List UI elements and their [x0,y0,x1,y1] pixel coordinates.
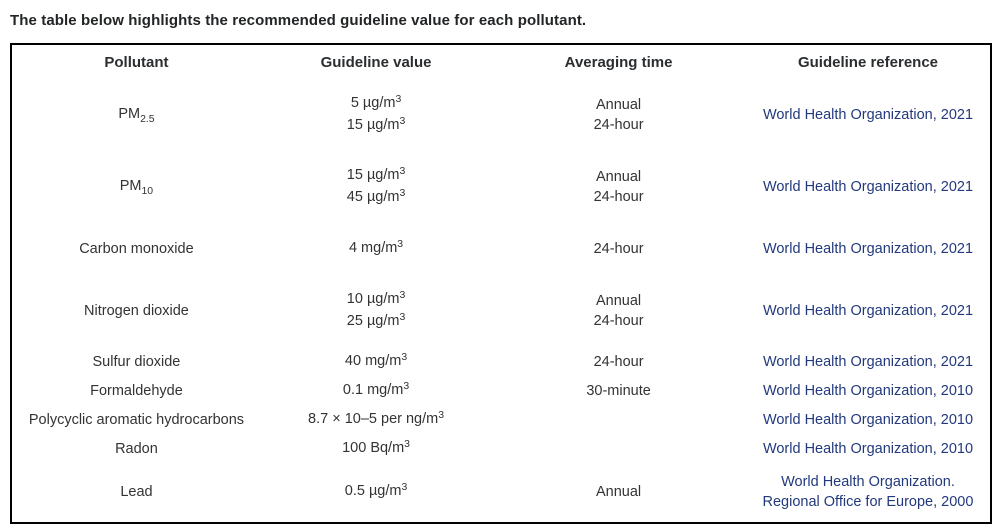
guideline-value-line: 45 µg/m3 [346,188,406,205]
reference-link[interactable]: World Health Organization, 2021 [762,179,974,195]
averaging-time-line: 24-hour [593,189,644,205]
table-row-nitrogen-dioxide: Nitrogen dioxide 10 µg/m3 25 µg/m3 Annua… [11,275,991,347]
averaging-time-line: 24-hour [593,241,644,257]
averaging-time-line: Annual [596,293,642,309]
guideline-value-line: 8.7 × 10–5 per ng/m3 [308,409,445,427]
cubed-superscript: 3 [397,239,404,251]
guideline-value-cell: 0.1 mg/m3 [261,376,491,405]
table-row-formaldehyde: Formaldehyde 0.1 mg/m3 30-minute World H… [11,376,991,405]
guideline-reference-cell: World Health Organization, 2021 [746,79,991,151]
guideline-value-cell: 4 mg/m3 [261,223,491,275]
guideline-value-cell: 40 mg/m3 [261,347,491,376]
reference-link[interactable]: World Health Organization, 2010 [762,411,974,428]
averaging-time-cell: 24-hour [491,223,746,275]
cubed-superscript: 3 [404,438,410,450]
guideline-value-cell: 0.5 µg/m3 [261,463,491,523]
guideline-reference-cell: World Health Organization, 2021 [746,275,991,347]
averaging-time-cell: 30-minute [491,376,746,405]
pollutant-cell: PM10 [119,178,154,197]
averaging-time-line: 24-hour [593,313,644,329]
averaging-time-cell [491,434,746,463]
table-row-pm25: PM2.5 5 µg/m3 15 µg/m3 Annual 24-hour Wo… [11,79,991,151]
guideline-reference-cell: World Health Organization, 2010 [746,434,991,463]
pollutant-cell: Radon [115,440,158,457]
header-guideline-reference: Guideline reference [797,54,939,71]
pollutant-cell: Lead [120,484,153,500]
averaging-time-cell: Annual 24-hour [491,79,746,151]
pollutant-cell: Formaldehyde [90,382,183,399]
guideline-value-cell: 8.7 × 10–5 per ng/m3 [261,405,491,434]
pollutant-cell: Polycyclic aromatic hydrocarbons [28,411,245,428]
guideline-value-line: 25 µg/m3 [346,312,406,329]
averaging-time-line: 24-hour [593,353,644,370]
cubed-superscript: 3 [401,482,408,494]
guideline-value-cell: 10 µg/m3 25 µg/m3 [261,275,491,347]
averaging-time-cell: Annual [491,463,746,523]
guideline-value-line: 10 µg/m3 [346,290,406,307]
guideline-reference-cell: World Health Organization, 2021 [746,223,991,275]
reference-link[interactable]: World Health Organization, 2021 [762,107,974,123]
table-row-polycyclic-aromatic-hydrocarbons: Polycyclic aromatic hydrocarbons 8.7 × 1… [11,405,991,434]
pollutant-subscript: 2.5 [140,113,155,125]
cubed-superscript: 3 [399,188,406,200]
guideline-value-cell: 5 µg/m3 15 µg/m3 [261,79,491,151]
averaging-time-cell: Annual 24-hour [491,151,746,223]
reference-link[interactable]: World Health Organization. Regional Offi… [762,474,974,510]
guideline-reference-cell: World Health Organization, 2010 [746,405,991,434]
table-row-lead: Lead 0.5 µg/m3 Annual World Health Organ… [11,463,991,523]
guideline-value-line: 15 µg/m3 [346,166,406,183]
header-guideline-value: Guideline value [320,54,432,71]
guideline-value-line: 40 mg/m3 [344,351,408,369]
guideline-reference-cell: World Health Organization, 2021 [746,347,991,376]
guideline-value-line: 15 µg/m3 [346,116,406,133]
reference-link[interactable]: World Health Organization, 2021 [762,303,974,319]
averaging-time-cell: 24-hour [491,347,746,376]
table-header-row: Pollutant Guideline value Averaging time… [11,44,991,79]
reference-link[interactable]: World Health Organization, 2021 [762,241,974,257]
cubed-superscript: 3 [399,290,406,302]
guideline-reference-cell: World Health Organization. Regional Offi… [746,463,991,523]
averaging-time-line: 24-hour [593,117,644,133]
cubed-superscript: 3 [438,409,445,421]
header-pollutant: Pollutant [104,54,169,71]
reference-link[interactable]: World Health Organization, 2010 [762,440,974,457]
guideline-value-line: 4 mg/m3 [348,239,404,256]
guideline-reference-cell: World Health Organization, 2021 [746,151,991,223]
pollutant-cell: PM2.5 [118,106,155,125]
guideline-value-cell: 100 Bq/m3 [261,434,491,463]
averaging-time-cell: Annual 24-hour [491,275,746,347]
guideline-reference-cell: World Health Organization, 2010 [746,376,991,405]
pollutant-cell: Nitrogen dioxide [84,303,189,319]
guideline-value-cell: 15 µg/m3 45 µg/m3 [261,151,491,223]
cubed-superscript: 3 [399,166,406,178]
page: The table below highlights the recommend… [10,12,992,524]
pollutant-guideline-table: Pollutant Guideline value Averaging time… [10,43,992,524]
averaging-time-line: Annual [596,97,642,113]
table-row-pm10: PM10 15 µg/m3 45 µg/m3 Annual 24-hour Wo… [11,151,991,223]
header-averaging-time: Averaging time [564,54,673,71]
cubed-superscript: 3 [403,380,410,392]
averaging-time-line: Annual [596,169,642,185]
averaging-time-line: 30-minute [586,382,651,399]
intro-text: The table below highlights the recommend… [10,12,587,29]
table-row-sulfur-dioxide: Sulfur dioxide 40 mg/m3 24-hour World He… [11,347,991,376]
pollutant-subscript: 10 [141,185,154,197]
averaging-time-cell [491,405,746,434]
averaging-time-line: Annual [596,484,642,500]
reference-link[interactable]: World Health Organization, 2010 [762,382,974,399]
pollutant-cell: Carbon monoxide [79,241,194,257]
reference-link[interactable]: World Health Organization, 2021 [762,353,974,370]
guideline-value-line: 100 Bq/m3 [342,438,410,456]
cubed-superscript: 3 [395,94,402,106]
table-row-carbon-monoxide: Carbon monoxide 4 mg/m3 24-hour World He… [11,223,991,275]
cubed-superscript: 3 [399,312,406,324]
table-row-radon: Radon 100 Bq/m3 World Health Organizatio… [11,434,991,463]
cubed-superscript: 3 [399,116,406,128]
guideline-value-line: 5 µg/m3 [350,94,402,111]
guideline-value-line: 0.1 mg/m3 [342,380,410,398]
cubed-superscript: 3 [401,351,408,363]
pollutant-cell: Sulfur dioxide [92,353,181,370]
guideline-value-line: 0.5 µg/m3 [344,482,408,499]
